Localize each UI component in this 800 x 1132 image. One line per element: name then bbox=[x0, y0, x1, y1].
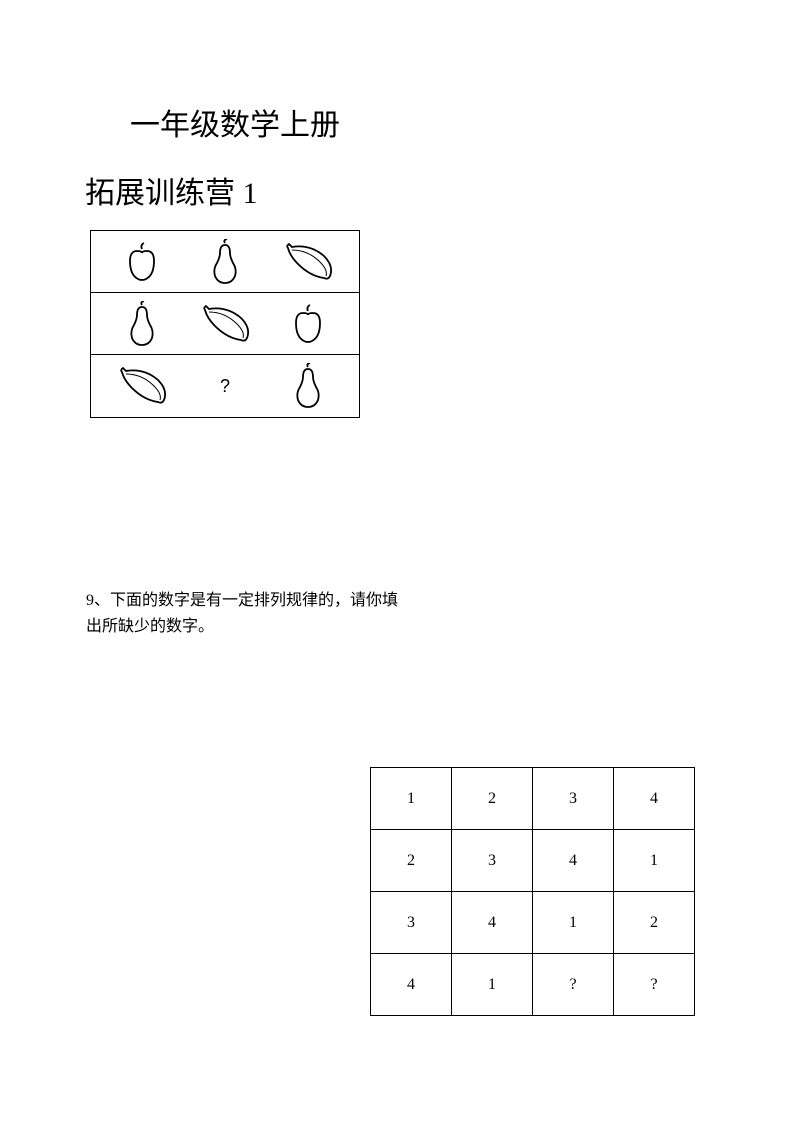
table-row: 2 3 4 1 bbox=[371, 830, 695, 892]
table-cell: 3 bbox=[371, 892, 452, 954]
pear-icon bbox=[195, 234, 255, 289]
fruit-row-1 bbox=[91, 231, 359, 293]
table-row: 4 1 ? ? bbox=[371, 954, 695, 1016]
table-cell: 4 bbox=[452, 892, 533, 954]
question-mark-cell: ? bbox=[195, 359, 255, 414]
page-title: 一年级数学上册 bbox=[130, 100, 340, 144]
pear-icon bbox=[112, 296, 172, 351]
table-cell: 2 bbox=[371, 830, 452, 892]
table-cell: 1 bbox=[614, 830, 695, 892]
table-cell: 4 bbox=[371, 954, 452, 1016]
table-cell: 4 bbox=[614, 768, 695, 830]
banana-icon bbox=[195, 296, 255, 351]
question-9-text: 9、下面的数字是有一定排列规律的，请你填出所缺少的数字。 bbox=[86, 588, 406, 639]
apple-icon bbox=[112, 234, 172, 289]
table-cell: 1 bbox=[452, 954, 533, 1016]
question-mark-text: ? bbox=[220, 376, 230, 397]
table-row: 1 2 3 4 bbox=[371, 768, 695, 830]
apple-icon bbox=[278, 296, 338, 351]
banana-icon bbox=[278, 234, 338, 289]
table-cell: 1 bbox=[371, 768, 452, 830]
fruit-puzzle-grid: ? bbox=[90, 230, 360, 418]
page-subtitle: 拓展训练营 1 bbox=[85, 168, 258, 212]
fruit-row-2 bbox=[91, 293, 359, 355]
table-row: 3 4 1 2 bbox=[371, 892, 695, 954]
table-cell: 2 bbox=[614, 892, 695, 954]
pear-icon bbox=[278, 359, 338, 414]
table-cell: 1 bbox=[533, 892, 614, 954]
table-cell: 4 bbox=[533, 830, 614, 892]
fruit-row-3: ? bbox=[91, 355, 359, 417]
table-cell: 3 bbox=[533, 768, 614, 830]
table-cell: ? bbox=[614, 954, 695, 1016]
table-cell: 3 bbox=[452, 830, 533, 892]
banana-icon bbox=[112, 359, 172, 414]
number-pattern-table: 1 2 3 4 2 3 4 1 3 4 1 2 4 1 ? ? bbox=[370, 767, 695, 1016]
table-cell: 2 bbox=[452, 768, 533, 830]
table-cell: ? bbox=[533, 954, 614, 1016]
